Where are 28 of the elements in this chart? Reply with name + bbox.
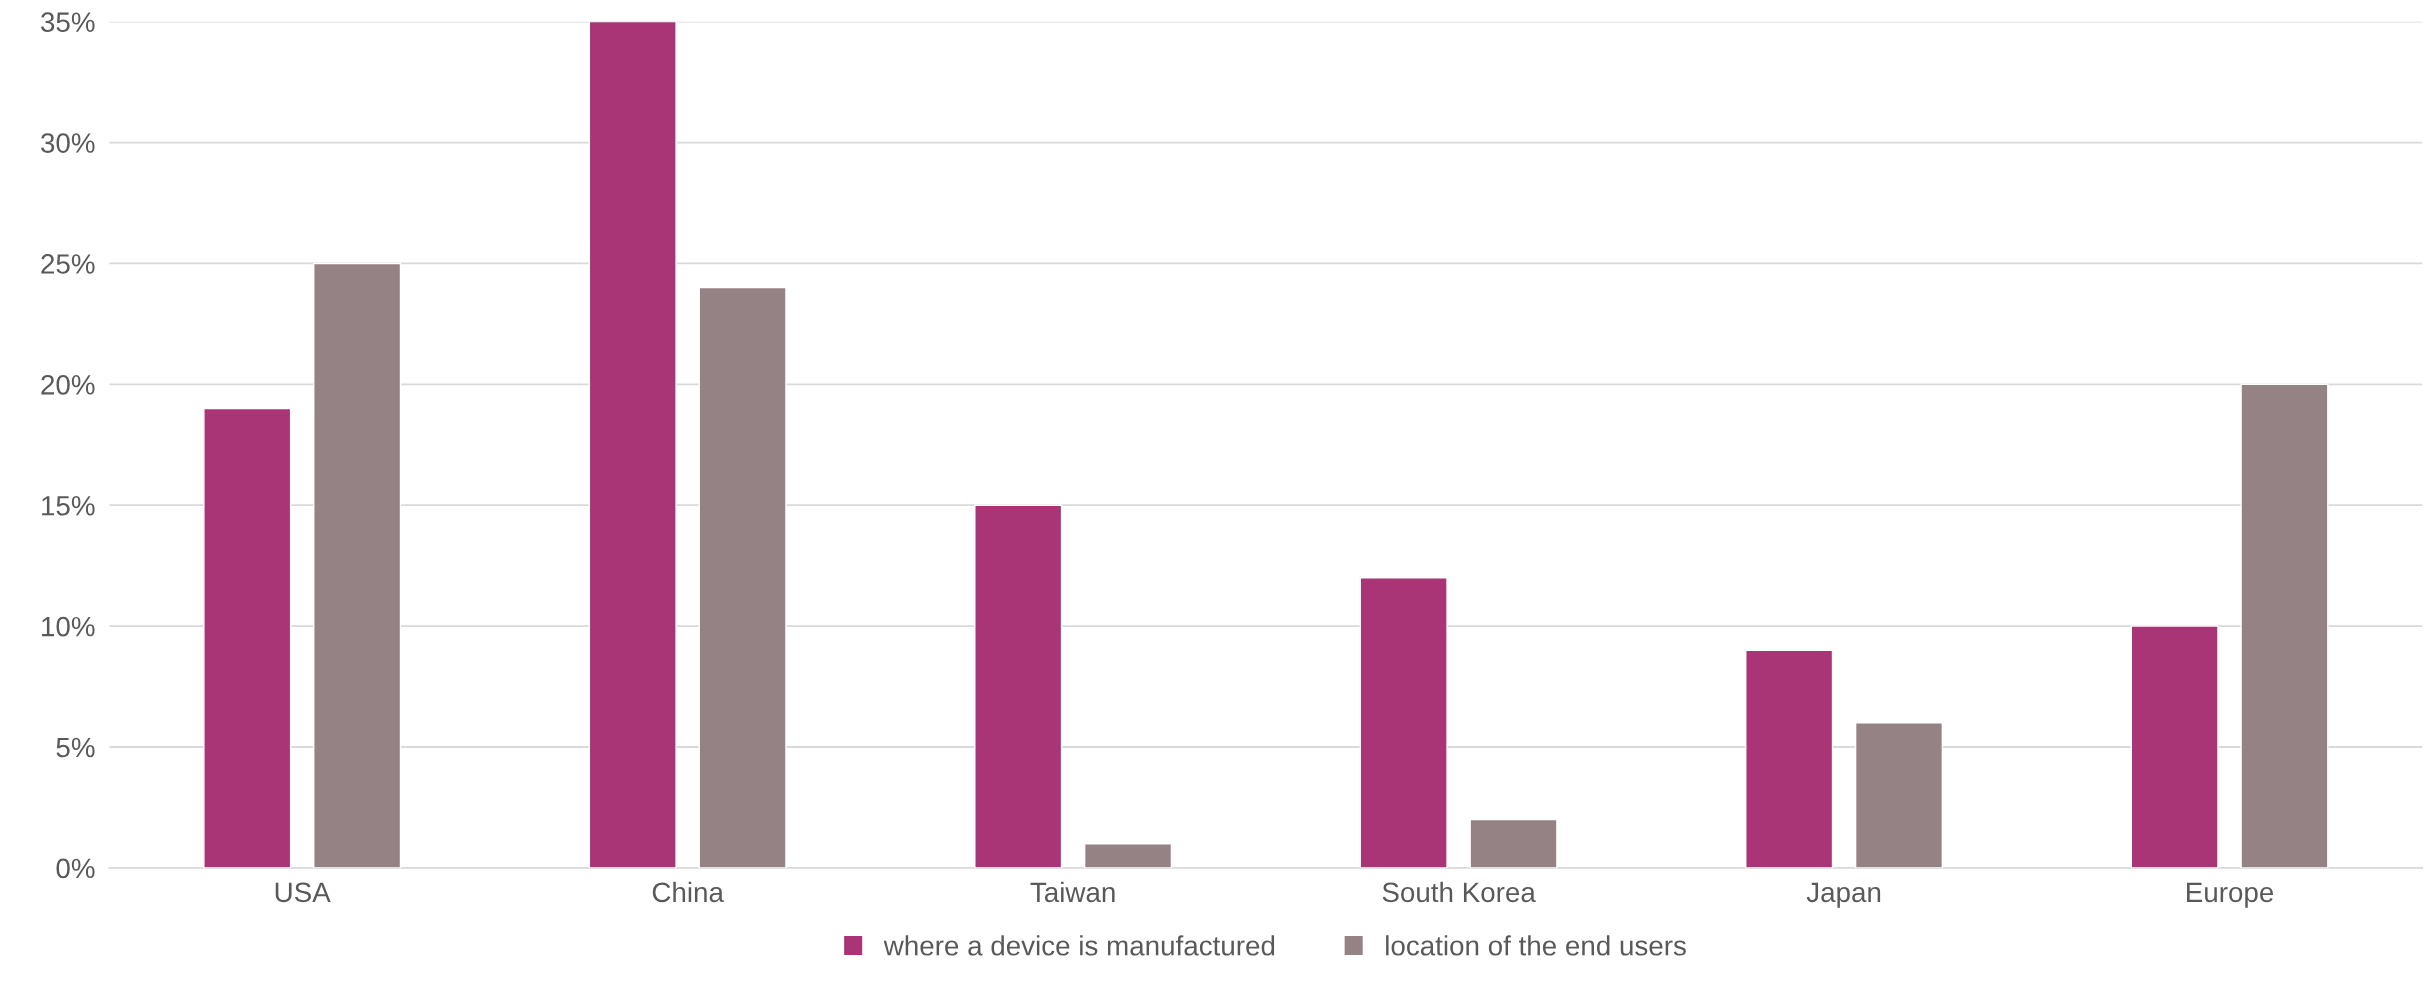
bar [1745,649,1834,868]
x-tick-label: USA [275,882,331,903]
bar [1083,843,1173,868]
bar [313,262,402,868]
x-tick-label: South Korea [1382,881,1536,903]
legend-label: location of the end users [1386,935,1686,956]
bar [974,504,1063,868]
bar [698,286,787,868]
bar [1854,722,1944,868]
x-tick-label: Europe [2187,882,2274,908]
x-tick-label: Japan [1806,882,1881,908]
x-tick-label: Taiwan [1030,881,1115,903]
y-tick-label: 15% [42,496,95,516]
bar [2240,383,2329,868]
y-tick-label: 25% [41,254,95,274]
y-tick-label: 10% [42,616,95,637]
x-tick-label: China [652,881,724,903]
legend-label: where a device is manufactured [883,935,1275,956]
y-tick-label: 30% [41,133,95,153]
bar [203,407,292,868]
bar [1359,577,1448,868]
y-tick-label: 5% [56,737,95,758]
y-tick-label: 20% [41,374,95,395]
bar [2130,625,2219,868]
bar [588,21,677,868]
bar [1469,818,1558,868]
y-tick-label: 35% [41,12,95,32]
y-tick-label: 0% [56,858,95,879]
